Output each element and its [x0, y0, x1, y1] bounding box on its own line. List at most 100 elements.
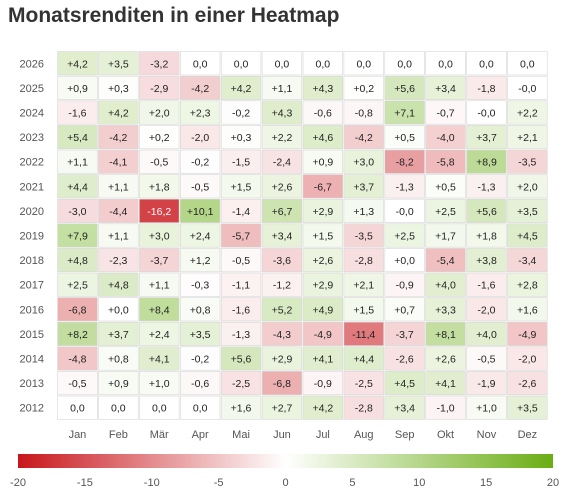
cell-value-label: -4,2: [355, 132, 373, 144]
heatmap-cell: [139, 198, 180, 223]
heatmap-cell: [425, 198, 466, 223]
heatmap-cell: [425, 321, 466, 346]
heatmap-cell: [507, 51, 548, 76]
cell-value-label: +2,6: [312, 255, 333, 267]
cell-value-label: +1,3: [353, 206, 374, 218]
heatmap-cell: [261, 51, 303, 76]
cell-value-label: +4,2: [108, 108, 129, 120]
cell-value-label: +2,9: [312, 280, 333, 292]
heatmap-cell: [302, 297, 344, 322]
heatmap-cell: [57, 75, 98, 100]
heatmap-cell: [220, 125, 262, 150]
cell-value-label: -4,1: [109, 157, 127, 169]
heatmap-cell: [425, 248, 466, 273]
heatmap-cell: [139, 297, 180, 322]
heatmap-cell: [507, 100, 548, 125]
month-label: Mai: [232, 429, 250, 441]
heatmap-cell: [261, 75, 303, 100]
cell-value-label: +4,4: [67, 181, 88, 193]
cell-value-label: +2,7: [272, 403, 293, 415]
cell-value-label: +0,9: [67, 83, 88, 95]
heatmap-cell: [180, 346, 221, 371]
cell-value-label: -6,7: [314, 181, 332, 193]
cell-value-label: -0,5: [477, 354, 495, 366]
cell-value-label: -1,3: [477, 181, 495, 193]
heatmap-cell: [507, 223, 548, 248]
month-label: Mär: [150, 429, 169, 441]
cell-value-label: -1,4: [232, 206, 250, 218]
cell-value-label: -3,4: [518, 255, 536, 267]
cell-value-label: -1,0: [437, 403, 455, 415]
cell-value-label: +7,1: [394, 108, 415, 120]
cell-value-label: -1,5: [232, 157, 250, 169]
heatmap-cell: [261, 174, 303, 199]
cell-value-label: +5,6: [231, 354, 252, 366]
heatmap-cell: [98, 272, 139, 297]
cell-value-label: +4,9: [312, 304, 333, 316]
heatmap-cell: [302, 198, 344, 223]
cell-value-label: -4,9: [518, 329, 536, 341]
heatmap-cell: [139, 174, 180, 199]
heatmap-cell: [57, 346, 98, 371]
month-label: Feb: [109, 429, 128, 441]
cell-value-label: -3,7: [150, 255, 168, 267]
heatmap-cell: [57, 272, 98, 297]
heatmap-cell: [180, 321, 221, 346]
month-label: Aug: [354, 429, 374, 441]
cell-value-label: +2,3: [190, 108, 211, 120]
cell-value-label: +4,8: [67, 255, 88, 267]
cell-value-label: -0,5: [68, 378, 86, 390]
year-label: 2018: [20, 255, 44, 267]
heatmap-cell: [98, 248, 139, 273]
cell-value-label: +5,2: [272, 304, 293, 316]
cell-value-label: +0,8: [108, 354, 129, 366]
cell-value-label: -2,6: [518, 378, 536, 390]
heatmap-cell: [507, 125, 548, 150]
cell-value-label: -0,5: [150, 157, 168, 169]
heatmap-cell: [57, 321, 98, 346]
chart-title: Monatsrenditen in einer Heatmap: [8, 4, 340, 27]
cell-value-label: +4,1: [312, 354, 333, 366]
cell-value-label: -1,1: [232, 280, 250, 292]
heatmap-cell: [384, 174, 425, 199]
cell-value-label: +1,6: [517, 304, 538, 316]
cell-value-label: +4,6: [312, 132, 333, 144]
year-label: 2022: [20, 157, 44, 169]
cell-value-label: +1,0: [149, 378, 170, 390]
heatmap-cell: [220, 198, 262, 223]
cell-value-label: -2,4: [273, 157, 291, 169]
cell-value-label: 0,0: [193, 58, 208, 70]
cell-value-label: -0,6: [191, 378, 209, 390]
cell-value-label: -3,2: [150, 58, 168, 70]
cell-value-label: +3,5: [108, 58, 129, 70]
heatmap-cell: [302, 149, 344, 174]
heatmap-cell: [343, 125, 384, 150]
heatmap-cell: [98, 371, 139, 396]
cell-value-label: +1,8: [476, 231, 497, 243]
cell-value-label: -3,0: [68, 206, 86, 218]
cell-value-label: +3,8: [476, 255, 497, 267]
cell-value-label: -2,6: [396, 354, 414, 366]
cell-value-label: +2,5: [435, 206, 456, 218]
cell-value-label: -0,9: [314, 378, 332, 390]
cell-value-label: +4,2: [67, 58, 88, 70]
cell-value-label: -0,2: [191, 354, 209, 366]
cell-value-label: +2,0: [149, 108, 170, 120]
heatmap-cell: [425, 346, 466, 371]
heatmap-cell: [220, 321, 262, 346]
heatmap-cell: [466, 223, 507, 248]
cell-value-label: -4,2: [109, 132, 127, 144]
cell-value-label: +0,8: [190, 304, 211, 316]
cell-value-label: +5,4: [67, 132, 88, 144]
cell-value-label: 0,0: [70, 403, 85, 415]
cell-value-label: 0,0: [356, 58, 371, 70]
cell-value-label: +4,5: [517, 231, 538, 243]
cell-value-label: -0,7: [437, 108, 455, 120]
heatmap-cell: [466, 174, 507, 199]
cell-value-label: +1,1: [108, 181, 129, 193]
year-label: 2020: [20, 206, 44, 218]
heatmap-cell: [343, 248, 384, 273]
cell-value-label: +1,5: [353, 304, 374, 316]
heatmap-cell: [98, 395, 139, 420]
heatmap-cell: [425, 297, 466, 322]
